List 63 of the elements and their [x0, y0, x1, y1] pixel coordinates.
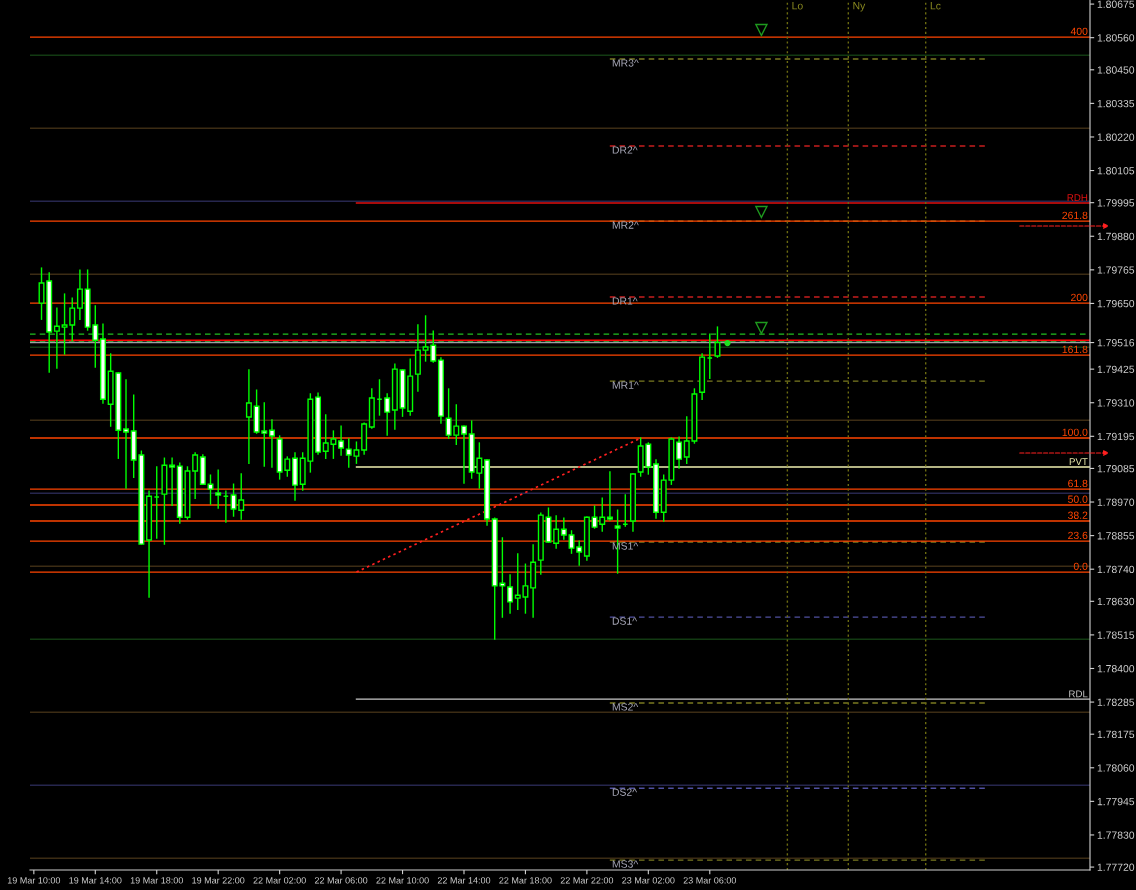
- y-tick-label: 1.79995: [1097, 199, 1135, 207]
- y-tick-label: 1.79650: [1097, 299, 1135, 308]
- ref-line-label: DR2^: [612, 146, 638, 154]
- ref-line-label: DS1^: [612, 617, 638, 625]
- y-tick-label: 1.78855: [1097, 532, 1135, 540]
- x-tick-label: 19 Mar 10:00: [7, 877, 61, 884]
- x-tick-label: 22 Mar 06:00: [314, 877, 368, 884]
- y-tick-label: 1.78060: [1097, 764, 1135, 772]
- y-tick-label: 1.78970: [1097, 498, 1135, 506]
- y-tick-label: 1.80335: [1097, 99, 1135, 108]
- y-tick-label: 1.79765: [1097, 266, 1135, 274]
- annotation: 23.6: [1068, 531, 1088, 540]
- annotation: Lc: [930, 2, 941, 10]
- y-tick-label: 1.80450: [1097, 66, 1135, 74]
- y-tick-label: 1.78175: [1097, 730, 1135, 739]
- annotation: 50.0: [1068, 495, 1088, 503]
- x-tick-label: 22 Mar 02:00: [253, 877, 306, 884]
- ref-line-label: RDL: [1069, 690, 1088, 698]
- y-tick-label: 1.80105: [1097, 167, 1135, 175]
- y-tick-label: 1.78515: [1097, 631, 1135, 639]
- ref-line-label: MS3^: [612, 860, 639, 868]
- annotation: 161.8: [1062, 345, 1088, 354]
- x-tick-label: 23 Mar 02:00: [622, 877, 675, 884]
- y-tick-label: 1.79085: [1097, 464, 1135, 473]
- x-tick-label: 22 Mar 22:00: [560, 877, 614, 884]
- x-tick-label: 22 Mar 18:00: [499, 877, 552, 884]
- annotation: 0.0: [1073, 562, 1088, 571]
- annotation: 38.2: [1068, 511, 1088, 519]
- y-tick-label: 1.77720: [1097, 863, 1135, 871]
- y-tick-label: 1.80220: [1097, 133, 1135, 141]
- y-tick-label: 1.78400: [1097, 664, 1135, 673]
- y-tick-label: 1.79195: [1097, 432, 1135, 441]
- x-tick-label: 19 Mar 22:00: [192, 877, 245, 884]
- annotation: 400: [1070, 27, 1088, 36]
- y-tick-label: 1.80675: [1097, 0, 1135, 8]
- y-tick-label: 1.79880: [1097, 232, 1135, 241]
- annotation: 200: [1071, 293, 1088, 302]
- y-tick-label: 1.79310: [1097, 399, 1135, 407]
- annotation: 61.8: [1068, 479, 1088, 488]
- ref-line-label: MR1^: [612, 381, 639, 389]
- y-tick-label: 1.78285: [1097, 698, 1135, 706]
- ref-line-label: PVT: [1069, 458, 1088, 465]
- x-tick-label: 19 Mar 14:00: [69, 877, 122, 884]
- ref-line-label: MR2^: [612, 221, 639, 229]
- y-tick-label: 1.80560: [1097, 34, 1135, 42]
- x-tick-label: 23 Mar 06:00: [683, 877, 737, 884]
- y-tick-label: 1.78740: [1097, 565, 1135, 574]
- annotation: Ny: [853, 2, 866, 12]
- x-tick-label: 22 Mar 14:00: [437, 877, 491, 884]
- y-tick-label: 1.79516: [1097, 339, 1135, 347]
- ref-line-label: DS2^: [612, 788, 638, 796]
- ref-line-label: MS2^: [612, 703, 639, 711]
- annotation: 261.8: [1062, 211, 1088, 220]
- y-tick-label: 1.78630: [1097, 597, 1135, 606]
- y-tick-label: 1.77830: [1097, 831, 1135, 839]
- x-tick-label: 22 Mar 10:00: [376, 877, 429, 884]
- ref-line-label: RDH: [1067, 194, 1088, 201]
- ref-line-label: MR3^: [612, 59, 639, 67]
- y-tick-label: 1.77945: [1097, 797, 1135, 806]
- annotation: 100.0: [1062, 428, 1088, 437]
- annotation: Lo: [792, 2, 803, 10]
- x-tick-label: 19 Mar 18:00: [130, 877, 183, 884]
- y-tick-label: 1.79425: [1097, 365, 1135, 374]
